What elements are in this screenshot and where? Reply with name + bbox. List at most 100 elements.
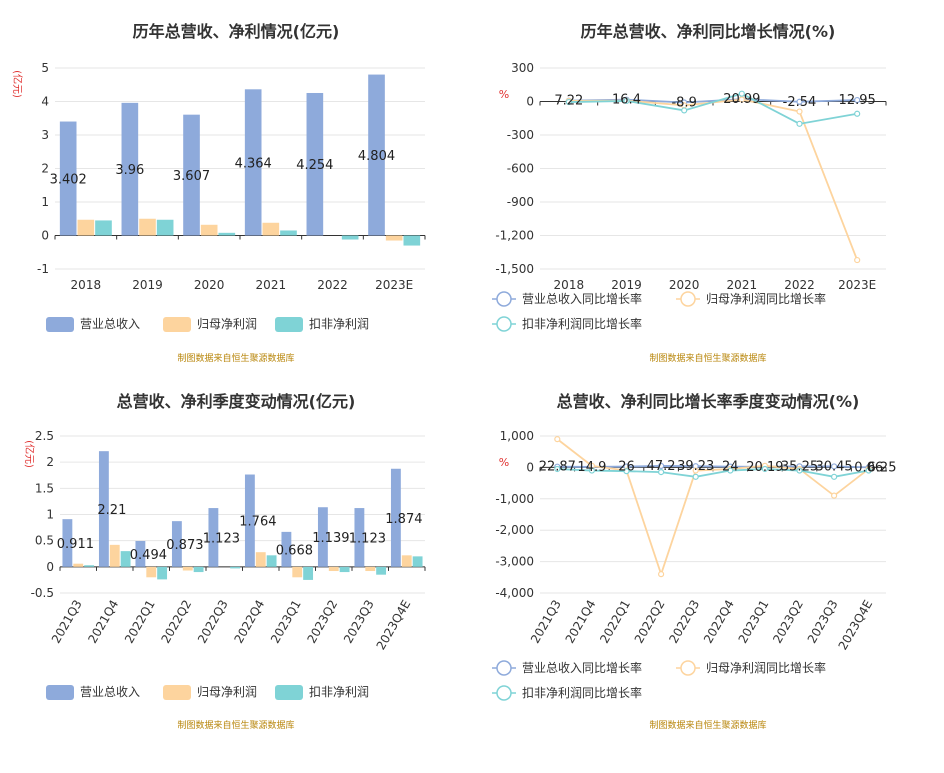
annual-growth-rate-chart: 历年总营收、净利同比增长情况(%) -1,500 -1,200 -900 -600 -3… <box>472 0 944 380</box>
legend-swatch-marker <box>680 291 696 307</box>
bar-revenue <box>368 74 385 236</box>
data-label: 0.06 <box>854 460 883 475</box>
chart-svg: -1,500 -1,200 -900 -600 -300 0 300 2018 2019 2020… <box>492 61 887 332</box>
bar-deducted-profit <box>156 219 174 236</box>
legend-swatch-marker <box>496 316 512 332</box>
data-label: 0.911 <box>57 537 94 552</box>
x-tick-label: 2023Q3 <box>341 598 377 646</box>
data-label: 6.25 <box>868 460 897 475</box>
x-tick-label: 2019 <box>132 278 163 292</box>
x-tick-label: 2021Q3 <box>49 598 85 646</box>
annual-revenue-profit-chart: 历年总营收、净利情况(亿元) -1 0 1 2 3 4 5 2018 2019 2020 2021 2… <box>0 0 472 380</box>
legend-label: 归母净利润同比增长率 <box>706 660 826 675</box>
legend-label: 归母净利润 <box>197 317 257 331</box>
series-point <box>796 108 803 115</box>
bar-net-profit <box>139 218 156 236</box>
y-tick-label: 2 <box>46 455 54 469</box>
series-point <box>692 473 699 480</box>
data-label: 14.9 <box>577 460 606 475</box>
x-tick-label: 2023Q4E <box>836 598 876 653</box>
series-point <box>681 107 688 114</box>
series-point <box>727 467 734 474</box>
legend-label: 扣非净利润 <box>309 685 369 699</box>
y-tick-label: -1,200 <box>495 229 534 243</box>
x-tick-label: 2022Q1 <box>122 598 158 646</box>
data-label: 1.874 <box>385 512 422 527</box>
series-point <box>588 467 596 474</box>
x-tick-label: 2021Q4 <box>563 598 599 646</box>
series-point <box>623 468 630 475</box>
series-point <box>796 98 803 105</box>
legend-swatch-marker <box>680 660 696 676</box>
data-label: 4.364 <box>235 156 272 171</box>
bar-deducted-profit <box>412 556 423 567</box>
bar-revenue <box>306 92 324 236</box>
legend-swatch-marker <box>496 660 512 676</box>
bar-net-profit <box>365 566 376 572</box>
x-tick-label: 2018 <box>71 278 102 292</box>
x-tick-label: 2023E <box>375 278 413 292</box>
data-label: 1.139 <box>312 531 349 546</box>
bar-revenue <box>208 508 219 567</box>
y-tick-label: -2,000 <box>495 523 534 537</box>
y-axis-unit-label: (亿元) <box>11 70 24 98</box>
series-line <box>557 468 869 478</box>
data-label: 16.4 <box>612 93 641 108</box>
data-label: 26 <box>618 460 635 475</box>
data-label: 30.45 <box>815 459 852 474</box>
bar-deducted-profit <box>341 235 359 240</box>
data-label: 3.607 <box>173 169 210 184</box>
data-label: 4.254 <box>296 158 333 173</box>
bar-deducted-profit <box>403 235 421 246</box>
y-tick-label: -600 <box>507 162 534 176</box>
bar-revenue <box>317 507 328 567</box>
y-tick-label: -1,500 <box>495 262 534 276</box>
series-point <box>623 97 630 105</box>
y-tick-label: 5 <box>41 61 49 75</box>
bar-deducted-profit <box>95 220 112 236</box>
y-axis-unit-label: % <box>499 456 509 469</box>
bar-deducted-profit <box>84 565 95 567</box>
series-point <box>796 467 803 474</box>
x-tick-label: 2022Q2 <box>158 598 194 646</box>
chart-title: 历年总营收、净利同比增长情况(%) <box>580 22 836 41</box>
data-label: 3.402 <box>50 173 87 188</box>
data-label: 1.123 <box>349 531 386 546</box>
x-tick-label: 2021Q3 <box>528 598 564 646</box>
data-source-note: 制图数据来自恒生聚源数据库 <box>649 721 767 731</box>
y-tick-label: 2 <box>41 162 49 176</box>
y-tick-label: 1,000 <box>500 429 534 443</box>
legend-swatch <box>275 685 303 700</box>
bar-net-profit <box>401 555 412 567</box>
bar-net-profit <box>385 235 403 241</box>
bar-deducted-profit <box>339 566 350 573</box>
series-line <box>568 92 858 125</box>
quarterly-revenue-profit-chart: 总营收、净利季度变动情况(亿元) -0.5 0 0.5 1 1.5 2 2.5 2021Q3 2… <box>0 380 472 773</box>
x-tick-label: 2023Q2 <box>770 598 806 646</box>
bar-revenue <box>135 540 146 567</box>
bar-revenue <box>183 114 200 236</box>
data-label: 0.873 <box>166 538 203 553</box>
x-tick-label: 2023Q1 <box>736 598 772 646</box>
bar-revenue <box>171 521 182 567</box>
series-point <box>565 98 572 106</box>
quarterly-growth-rate-chart: 总营收、净利同比增长率季度变动情况(%) -4,000 -3,000 -2,000-… <box>472 380 944 773</box>
x-tick-label: 2022 <box>784 278 815 292</box>
bar-deducted-profit <box>280 230 297 236</box>
chart-svg: -4,000 -3,000 -2,000 -1,000 0 1,000 2021Q32021… <box>492 429 897 701</box>
series-point <box>865 467 872 474</box>
series-point <box>692 467 699 474</box>
chart-title: 历年总营收、净利情况(亿元) <box>132 22 340 41</box>
chart-svg: -1 0 1 2 3 4 5 2018 2019 2020 2021 2022 2023E (亿元) 3.4… <box>11 61 426 332</box>
data-label: 3.96 <box>115 163 144 178</box>
bar-net-profit <box>262 222 280 236</box>
bar-revenue <box>354 508 365 567</box>
bar-net-profit <box>292 566 303 578</box>
legend-label: 营业总收入同比增长率 <box>522 291 642 306</box>
chart-title: 总营收、净利同比增长率季度变动情况(%) <box>556 392 860 411</box>
y-tick-label: 0 <box>526 460 534 474</box>
series-point <box>554 436 561 443</box>
data-label: 22.87 <box>539 460 576 475</box>
y-tick-label: -1,000 <box>495 492 534 506</box>
data-label: 4.804 <box>358 149 395 164</box>
